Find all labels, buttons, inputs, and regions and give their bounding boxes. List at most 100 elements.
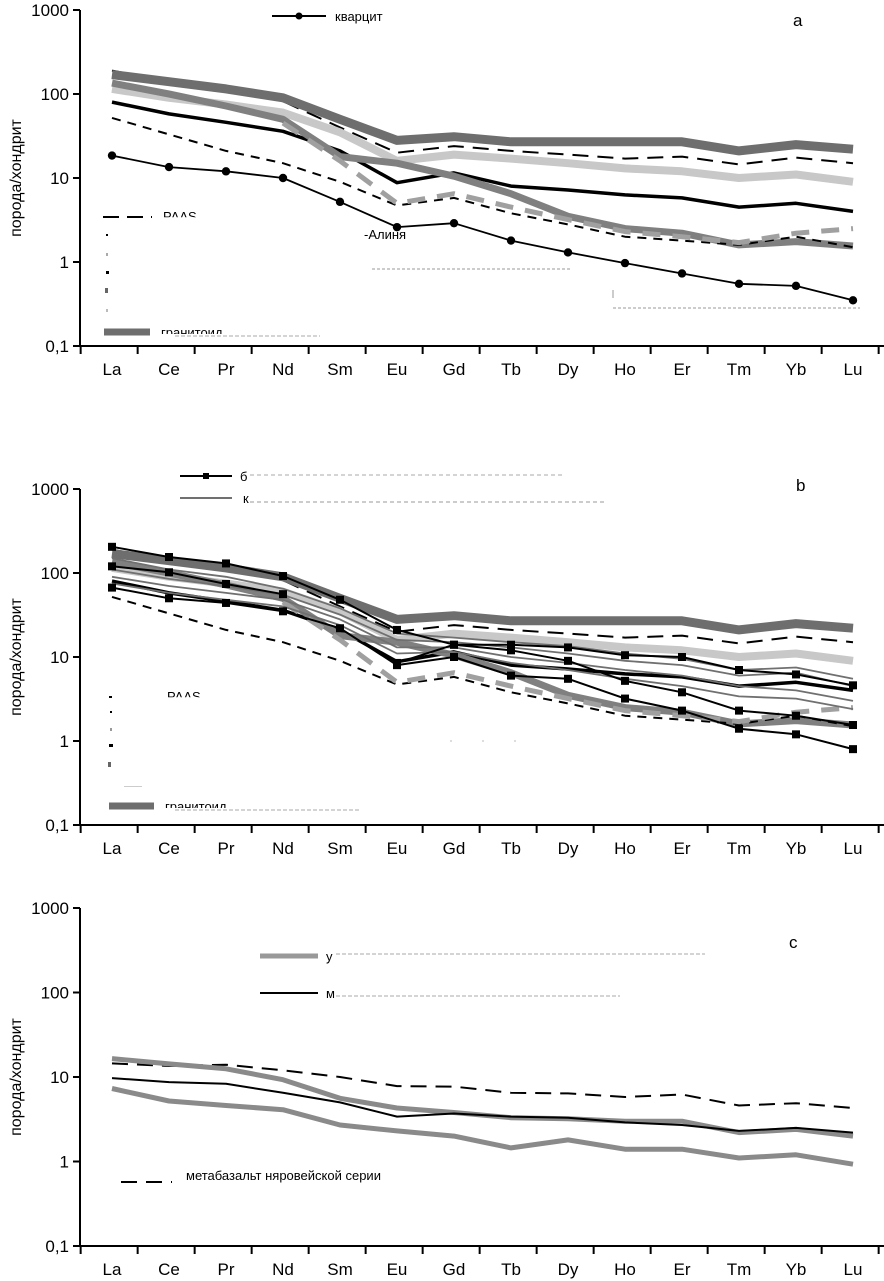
x-tick-label: La bbox=[103, 360, 122, 379]
series-line-гранитоид bbox=[111, 79, 854, 250]
legend-label-gray-thick: у bbox=[326, 949, 333, 964]
x-tick-label: Nd bbox=[272, 839, 294, 858]
legend-mark bbox=[110, 711, 112, 713]
x-tick-label: Tm bbox=[727, 839, 752, 858]
data-point bbox=[336, 624, 344, 633]
y-tick-label: 1000 bbox=[31, 899, 69, 918]
chart-panel-a: a 0,1 1 10 100 1000 La Ce Pr Nd Sm Eu Gd Tb Dy Ho Er Tm Y… bbox=[8, 1, 884, 379]
data-point bbox=[849, 745, 857, 754]
x-tick-label: Dy bbox=[558, 1260, 579, 1279]
data-point bbox=[563, 248, 573, 257]
series-layer-b bbox=[108, 542, 857, 754]
x-tick-label: Lu bbox=[844, 839, 863, 858]
series-line-black-thick bbox=[111, 100, 854, 214]
data-point bbox=[677, 269, 687, 278]
legend-label-black-square: б bbox=[240, 469, 247, 484]
data-point bbox=[108, 562, 116, 571]
x-tick-label: Dy bbox=[558, 839, 579, 858]
x-tick-label: Gd bbox=[443, 360, 466, 379]
series-line-black-short-dash bbox=[111, 595, 854, 728]
legend-mark bbox=[108, 762, 111, 767]
x-tick-label: Eu bbox=[387, 839, 408, 858]
data-point bbox=[336, 595, 344, 604]
data-point bbox=[165, 594, 173, 603]
x-tick-label: Ho bbox=[614, 839, 636, 858]
x-tick-label: Yb bbox=[786, 360, 807, 379]
y-tick-label: 10 bbox=[50, 648, 69, 667]
data-point bbox=[108, 583, 116, 592]
y-tick-label: 10 bbox=[50, 169, 69, 188]
x-tick-label: Er bbox=[674, 360, 691, 379]
series-line-кварцит bbox=[111, 154, 854, 302]
y-tick-label: 100 bbox=[41, 85, 69, 104]
series-line-gray-thick-2 bbox=[111, 1086, 854, 1167]
legend-label-granitoid: гранитоид bbox=[161, 325, 223, 340]
x-tick-label: Ho bbox=[614, 1260, 636, 1279]
legend-label-paas-b: PAAS bbox=[167, 689, 201, 704]
x-tick-label: Ce bbox=[158, 839, 180, 858]
x-tick-label: Tb bbox=[501, 360, 521, 379]
x-tick-label: Yb bbox=[786, 839, 807, 858]
y-tick-label: 0,1 bbox=[45, 816, 69, 835]
data-point bbox=[279, 572, 287, 581]
series-layer-a bbox=[107, 69, 858, 305]
x-tick-label: Pr bbox=[218, 360, 235, 379]
chart-panel-c: c 0,1 1 10 100 1000 La Ce Pr Nd Sm Eu Gd Tb Dy Ho Er Tm Y… bbox=[8, 899, 884, 1279]
legend-mark bbox=[110, 728, 112, 731]
x-tick-label: Nd bbox=[272, 1260, 294, 1279]
data-point bbox=[393, 625, 401, 634]
x-tick-label: Ho bbox=[614, 360, 636, 379]
data-point bbox=[222, 559, 230, 568]
series-line-thin-gray-4 bbox=[111, 582, 854, 710]
legend-label-metabasalt: метабазальт няровейской серии bbox=[186, 1168, 381, 1183]
legend-mark bbox=[106, 271, 109, 274]
x-tick-label: Pr bbox=[218, 1260, 235, 1279]
legend-b: б к PAAS гранитоид bbox=[108, 469, 605, 814]
data-point bbox=[165, 568, 173, 577]
series-line-dark-gray-thick bbox=[111, 549, 854, 635]
x-tick-label: Ce bbox=[158, 1260, 180, 1279]
legend-label-quartzite: кварцит bbox=[335, 9, 383, 24]
x-tick-label: Lu bbox=[844, 1260, 863, 1279]
x-tick-label: La bbox=[103, 839, 122, 858]
x-tick-label: Pr bbox=[218, 839, 235, 858]
data-point bbox=[620, 258, 630, 268]
y-tick-label: 10 bbox=[50, 1068, 69, 1087]
legend-marker-black-square bbox=[203, 473, 209, 479]
legend-mark bbox=[106, 234, 108, 236]
y-tick-label: 0,1 bbox=[45, 1237, 69, 1256]
x-tick-label: Sm bbox=[327, 839, 353, 858]
x-tick-label: Tb bbox=[501, 1260, 521, 1279]
data-point bbox=[848, 296, 858, 305]
data-point bbox=[165, 553, 173, 562]
data-point bbox=[107, 151, 117, 160]
data-point bbox=[734, 279, 744, 289]
axes-b: 0,1 1 10 100 1000 La Ce Pr Nd Sm Eu Gd Tb Dy Ho Er Tm Yb L… bbox=[8, 480, 884, 858]
data-point bbox=[849, 681, 857, 690]
y-tick-label: 100 bbox=[41, 984, 69, 1003]
legend-mark bbox=[124, 786, 142, 787]
data-point bbox=[279, 590, 287, 599]
y-axis-title: порода/хондрит bbox=[8, 118, 25, 236]
legend-mark bbox=[105, 288, 108, 293]
series-line-black-square-1 bbox=[111, 545, 854, 687]
x-tick-label: Tm bbox=[727, 360, 752, 379]
x-tick-label: Er bbox=[674, 839, 691, 858]
x-tick-label: La bbox=[103, 1260, 122, 1279]
data-point bbox=[393, 661, 401, 670]
data-point bbox=[621, 676, 629, 685]
series-line-black-short-dash bbox=[111, 116, 854, 249]
x-tick-label: Lu bbox=[844, 360, 863, 379]
data-point bbox=[450, 640, 458, 649]
series-line-black-thin bbox=[111, 1077, 854, 1134]
x-tick-label: Eu bbox=[387, 360, 408, 379]
x-tick-label: Sm bbox=[327, 1260, 353, 1279]
data-point bbox=[678, 688, 686, 697]
data-point bbox=[564, 674, 572, 683]
data-point bbox=[792, 711, 800, 720]
legend-mark bbox=[106, 253, 108, 256]
legend-marker-quartzite bbox=[295, 12, 303, 20]
data-point bbox=[678, 653, 686, 661]
data-point bbox=[507, 640, 515, 649]
x-tick-label: Tm bbox=[727, 1260, 752, 1279]
